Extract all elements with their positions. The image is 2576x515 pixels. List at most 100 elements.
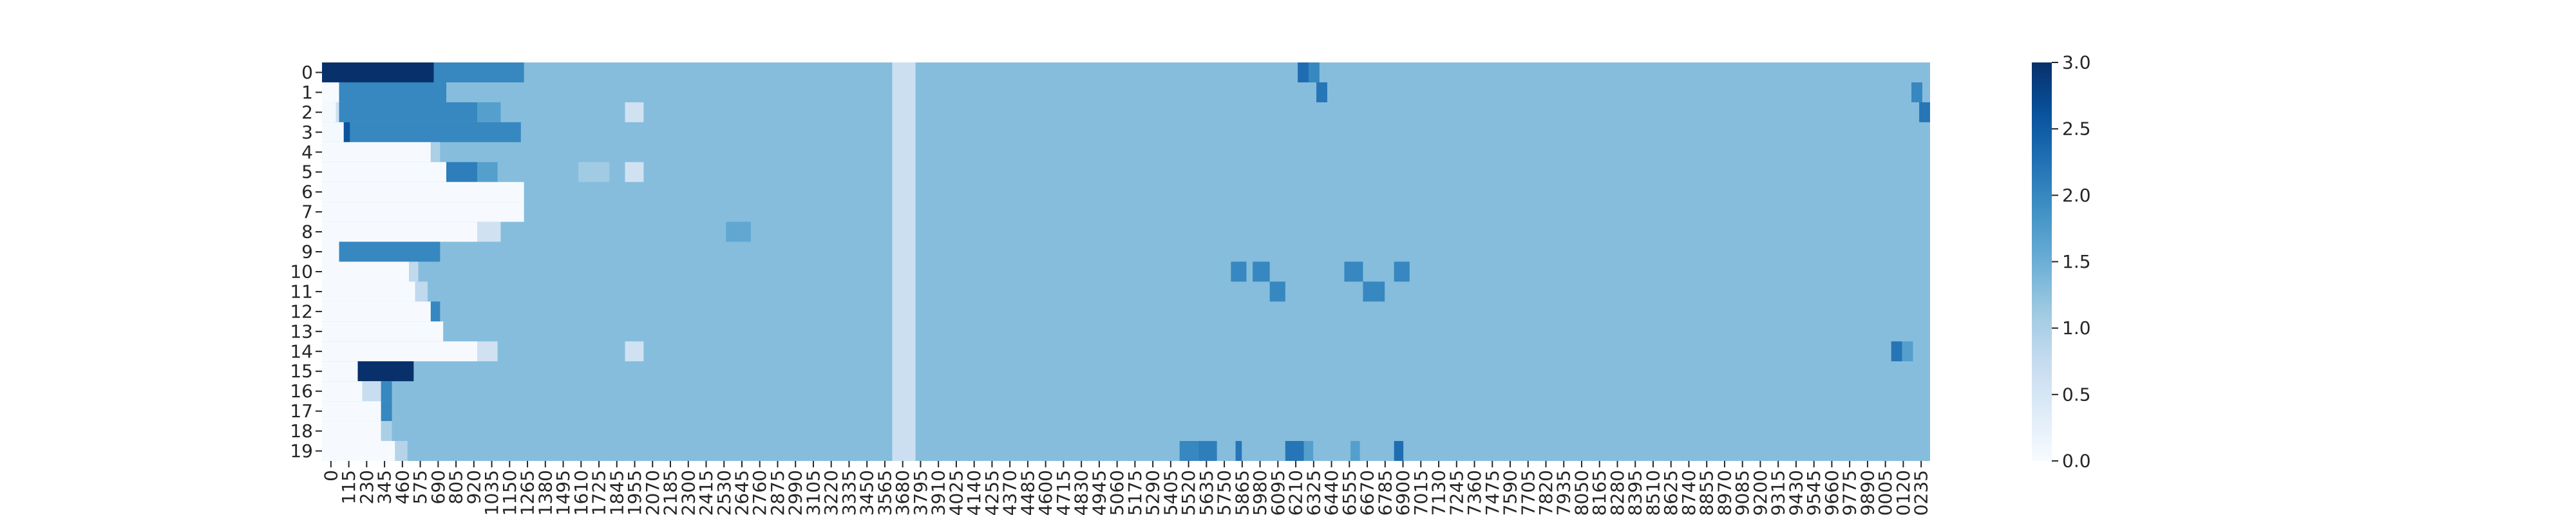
heatmap-cell [446,162,478,182]
x-tick-label: 2185 [660,470,681,515]
x-tick-label: 690 [428,470,449,504]
heatmap-cell [1344,261,1363,282]
colorbar-tick-label: 0.0 [2062,451,2091,472]
x-tick-label: 575 [410,470,431,504]
y-tick-label: 2 [301,102,313,123]
x-tick-label: 1955 [624,470,645,515]
heatmap-cell [1235,441,1242,461]
heatmap-cell [578,162,610,182]
heatmap-cell [625,162,644,182]
x-tick-label: 2645 [731,470,752,515]
x-tick-label: 1380 [535,470,556,515]
x-tick-label: 2070 [642,470,663,515]
heatmap-cells [322,62,1930,461]
heatmap-cell [395,441,408,461]
heatmap-cell [1303,441,1314,461]
heatmap-cell [350,122,521,142]
x-tick-label: 8165 [1589,470,1610,515]
x-tick-label: 4600 [1035,470,1056,515]
y-tick-label: 11 [290,281,313,302]
x-tick-label: 2990 [785,470,806,515]
x-tick-label: 8050 [1571,470,1592,515]
x-tick-label: 7245 [1446,470,1467,515]
x-tick-label: 7590 [1500,470,1521,515]
heatmap-cell [322,102,336,122]
x-tick-label: 920 [463,470,484,504]
heatmap-cell [362,381,381,402]
heatmap-cell [339,241,440,262]
x-tick-label: 8280 [1607,470,1628,515]
x-tick-label: 4025 [945,470,967,515]
colorbar-tick-label: 0.5 [2062,384,2091,405]
heatmap-cell [322,281,415,302]
heatmap-cell [1179,441,1198,461]
y-tick-label: 7 [301,201,313,223]
x-tick-label: 3565 [874,470,895,515]
x-tick-label: 2760 [749,470,770,515]
x-tick-label: 3450 [857,470,878,515]
heatmap-cell [430,142,440,162]
x-tick-label: 5865 [1231,470,1253,515]
heatmap-cell [1919,102,1930,122]
y-tick-label: 13 [290,321,313,342]
colorbar: 0.0 0.5 1.0 1.5 2.0 2.5 3.0 [2032,52,2091,472]
x-tick-label: 7015 [1410,470,1432,515]
heatmap-cell [477,162,498,182]
x-tick-label: 5520 [1178,470,1199,515]
heatmap-cell [322,341,478,362]
colorbar-tick-label: 3.0 [2062,52,2091,73]
x-tick-label: 3220 [820,470,842,515]
heatmap-background [322,62,1930,461]
y-tick-label: 6 [301,182,313,203]
heatmap-cell [339,102,478,122]
heatmap-cell [625,341,644,362]
heatmap-cell [1902,341,1913,362]
heatmap-cell [322,441,395,461]
x-tick-label: 4715 [1053,470,1074,515]
heatmap-cell [477,341,498,362]
heatmap-cell [343,122,350,142]
heatmap-cell [381,421,392,442]
heatmap-cell [1198,441,1217,461]
colorbar-tick-label: 1.5 [2062,251,2091,272]
heatmap-cell [433,62,524,82]
x-tick-label: 115 [338,470,359,504]
heatmap-cell [415,281,428,302]
x-tick-label: 2530 [714,470,735,515]
x-tick-label: 5060 [1106,470,1128,515]
heatmap-cell [381,401,392,422]
y-tick-label: 19 [290,440,313,462]
heatmap-cell [1363,281,1385,302]
heatmap-cell [357,361,414,382]
x-tick-label: 9660 [1821,470,1842,515]
x-tick-label: 9775 [1839,470,1861,515]
x-tick-label: 8625 [1660,470,1681,515]
x-tick-label: 4830 [1071,470,1092,515]
heatmap-cell [1350,441,1360,461]
heatmap-cell [322,301,431,322]
heatmap-cell [1308,62,1320,82]
y-tick-label: 1 [301,82,313,103]
heatmap-cell [1285,441,1304,461]
heatmap-band-0 [892,62,916,461]
heatmap-cell [1316,82,1327,102]
y-tick-label: 16 [290,380,313,402]
heatmap-cell [1269,281,1285,302]
x-tick-label: 1610 [571,470,592,515]
y-tick-label: 18 [290,420,313,442]
x-tick-label: 5750 [1214,470,1235,515]
heatmap-cell [322,381,363,402]
x-tick-label: 5635 [1196,470,1217,515]
heatmap-cell [322,401,381,422]
x-tick-label: 7705 [1517,470,1539,515]
heatmap-cell [322,182,524,202]
x-tick-label: 9430 [1785,470,1806,515]
x-tick-label: 7130 [1428,470,1450,515]
y-tick-label: 4 [301,142,313,163]
x-tick-label: 6095 [1267,470,1289,515]
heatmap-cell [322,421,381,442]
heatmap-cell [726,221,751,242]
heatmap-cell [477,102,501,122]
x-tick-label: 8970 [1714,470,1735,515]
